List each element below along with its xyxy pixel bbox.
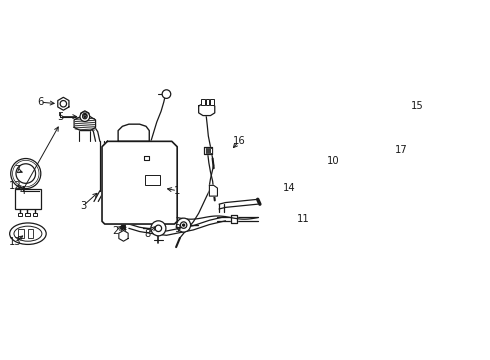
Bar (15, 189, 41, 209)
Text: 4: 4 (20, 186, 25, 196)
Text: 17: 17 (395, 145, 408, 156)
Ellipse shape (10, 223, 46, 244)
Circle shape (80, 112, 90, 121)
Polygon shape (74, 117, 96, 131)
Circle shape (60, 100, 67, 107)
Text: 7: 7 (14, 165, 21, 175)
Polygon shape (198, 104, 215, 116)
Text: 16: 16 (233, 136, 245, 147)
Circle shape (162, 90, 171, 98)
Polygon shape (119, 230, 128, 241)
Ellipse shape (14, 226, 42, 241)
Polygon shape (204, 147, 212, 154)
Polygon shape (102, 141, 177, 224)
Text: 1: 1 (174, 186, 180, 196)
Text: 14: 14 (283, 183, 295, 193)
Polygon shape (209, 185, 218, 196)
Polygon shape (58, 97, 69, 110)
Circle shape (155, 225, 162, 231)
Bar (201, 99, 204, 105)
Polygon shape (118, 124, 149, 141)
Bar (25, 213, 29, 216)
Bar (28, 229, 33, 238)
Text: 8: 8 (145, 229, 151, 239)
Text: 13: 13 (9, 237, 22, 247)
Bar (18, 213, 22, 216)
Bar (33, 213, 37, 216)
Text: 10: 10 (326, 156, 339, 166)
Text: 15: 15 (411, 101, 424, 111)
Bar (145, 175, 160, 185)
Text: 12: 12 (9, 181, 22, 192)
Bar (208, 148, 209, 153)
Circle shape (11, 158, 41, 189)
Bar (211, 99, 214, 105)
Polygon shape (144, 156, 149, 159)
Text: 9: 9 (174, 224, 180, 234)
Text: 6: 6 (37, 97, 44, 107)
Circle shape (84, 116, 86, 117)
Text: 5: 5 (57, 112, 63, 122)
Circle shape (83, 114, 87, 119)
Bar (206, 148, 207, 153)
Text: 11: 11 (297, 213, 310, 224)
Polygon shape (81, 111, 89, 120)
Circle shape (16, 164, 36, 183)
Bar (210, 148, 212, 153)
Bar (206, 99, 209, 105)
Text: 3: 3 (80, 201, 86, 211)
Circle shape (151, 221, 166, 236)
Circle shape (177, 218, 191, 232)
Circle shape (183, 224, 185, 226)
Circle shape (83, 113, 87, 118)
Text: 2: 2 (112, 226, 119, 236)
Bar (18, 229, 24, 238)
Circle shape (180, 222, 187, 228)
Polygon shape (231, 215, 237, 223)
